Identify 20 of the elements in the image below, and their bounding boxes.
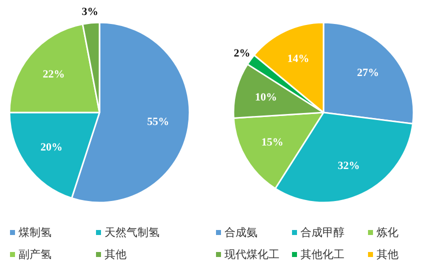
legend-label: 合成甲醇 [300, 226, 344, 239]
data-label: 14% [287, 52, 310, 65]
legend-label: 其他化工 [300, 248, 344, 261]
data-label: 15% [261, 136, 284, 149]
data-label: 3% [82, 6, 98, 18]
data-label: 27% [357, 67, 380, 80]
data-label: 55% [147, 116, 170, 128]
data-label: 2% [234, 47, 250, 60]
legend-label: 副产氢 [18, 248, 52, 261]
data-label: 10% [254, 92, 277, 104]
legend-label: 现代煤化工 [224, 248, 280, 261]
legend-label: 其他 [376, 248, 398, 261]
legend-label: 合成氨 [224, 226, 258, 239]
legend-label: 炼化 [376, 226, 398, 239]
legend-label: 天然气制氢 [104, 226, 160, 239]
data-label: 22% [42, 68, 65, 81]
legend-label: 其他 [104, 248, 126, 261]
legend-label: 煤制氢 [18, 226, 52, 239]
data-label: 32% [338, 160, 360, 172]
data-label: 20% [40, 141, 62, 154]
